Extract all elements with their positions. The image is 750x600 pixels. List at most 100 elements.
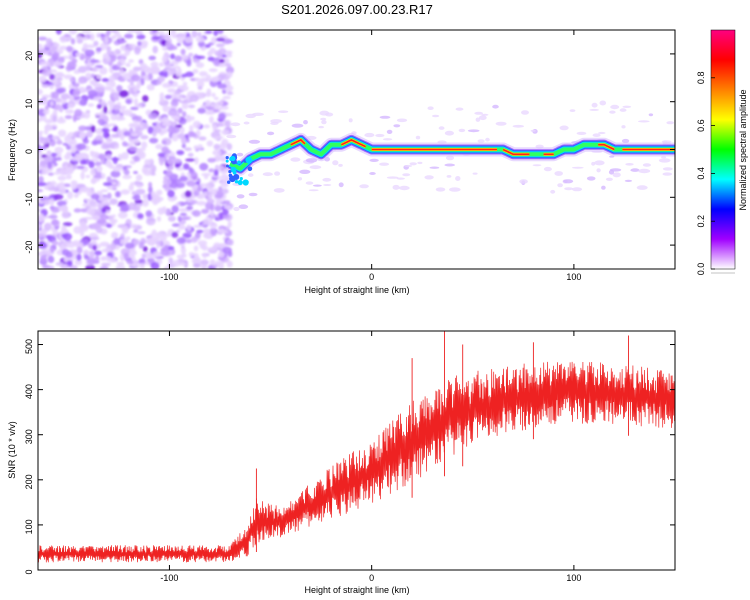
spectral-sparse-blob <box>312 184 322 187</box>
spectral-noise-blob <box>128 146 138 152</box>
spectral-sparse-blob <box>392 184 400 190</box>
spectral-noise-blob <box>181 136 187 145</box>
spectral-sparse-blob <box>252 112 264 117</box>
spectral-noise-blob <box>209 259 216 266</box>
spectral-sparse-blob <box>305 181 314 185</box>
spectral-noise-blob <box>185 71 194 78</box>
spectral-sparse-blob <box>636 185 648 190</box>
spectral-sparse-blob <box>648 113 654 117</box>
spectral-sparse-blob <box>338 163 343 167</box>
spectral-noise-blob <box>38 130 44 134</box>
spectral-noise-blob <box>171 115 181 120</box>
spectral-noise-blob <box>182 232 192 239</box>
spectral-noise-blob <box>171 205 179 214</box>
spectral-noise-blob <box>45 235 53 240</box>
spectral-noise-blob <box>175 229 180 233</box>
spectral-sparse-blob <box>321 119 327 125</box>
spectral-noise-blob <box>154 126 162 134</box>
spectral-sparse-blob <box>609 110 616 114</box>
spectral-sparse-blob <box>233 206 240 212</box>
spectral-noise-blob <box>99 67 108 75</box>
spectral-noise-blob <box>189 199 198 205</box>
spectral-sparse-blob <box>550 189 556 194</box>
spectral-noise-blob <box>65 109 74 114</box>
spectral-noise-blob <box>84 59 89 64</box>
spectral-noise-blob <box>147 126 154 134</box>
spectral-noise-blob <box>196 80 205 88</box>
spectral-noise-blob <box>120 189 130 195</box>
spectral-noise-blob <box>157 152 167 158</box>
spectral-noise-blob <box>53 104 61 111</box>
spectral-noise-blob <box>38 144 43 152</box>
spectrogram-y-ticks: 20 10 0 -10 -20 <box>24 51 675 254</box>
spectral-noise-blob <box>170 99 179 107</box>
spectral-noise-blob <box>101 248 111 253</box>
spectral-noise-blob <box>63 256 74 262</box>
spectral-noise-blob <box>158 157 165 166</box>
spectral-noise-blob <box>126 260 134 265</box>
spectral-noise-blob <box>42 69 52 77</box>
spectral-noise-blob <box>47 161 53 170</box>
spectral-noise-blob <box>130 74 141 82</box>
spectral-noise-blob <box>201 172 212 177</box>
spectral-noise-blob <box>152 45 158 54</box>
spectral-noise-blob <box>186 180 196 187</box>
spectral-noise-blob <box>217 83 227 89</box>
spectral-sparse-blob <box>382 138 393 141</box>
x-tick-label: -100 <box>160 573 178 583</box>
spectral-noise-blob <box>71 135 76 140</box>
spectral-noise-blob <box>200 182 205 189</box>
spectral-noise-blob <box>165 40 171 48</box>
spectral-noise-blob <box>122 141 128 147</box>
spectral-noise-blob <box>199 244 205 249</box>
ridge-onset-blob <box>237 179 243 186</box>
spectral-noise-blob <box>114 145 119 149</box>
spectral-noise-blob <box>49 100 55 107</box>
ridge-onset-blob <box>237 160 241 165</box>
spectral-noise-blob <box>53 193 64 200</box>
ridge-onset-blob <box>226 164 229 168</box>
spectral-sparse-blob <box>444 130 454 136</box>
spectral-noise-blob <box>179 175 188 182</box>
spectral-noise-blob <box>38 199 45 205</box>
spectral-noise-blob <box>213 96 219 100</box>
spectral-noise-blob <box>115 191 121 198</box>
spectral-noise-blob <box>222 95 231 100</box>
spectral-noise-blob <box>186 59 192 67</box>
spectral-sparse-blob <box>621 138 630 144</box>
spectral-noise-blob <box>95 127 104 135</box>
spectral-noise-blob <box>73 208 82 213</box>
spectral-noise-blob <box>219 105 229 110</box>
spectral-noise-blob <box>215 101 224 106</box>
spectral-noise-blob <box>136 183 144 187</box>
spectral-noise-blob <box>49 152 59 157</box>
spectral-sparse-blob <box>369 172 376 175</box>
spectral-noise-blob <box>38 151 44 155</box>
spectral-noise-blob <box>165 170 173 177</box>
spectral-noise-blob <box>155 240 162 246</box>
spectral-noise-blob <box>218 62 226 68</box>
spectral-sparse-blob <box>396 118 408 123</box>
y-tick-label: 500 <box>24 339 34 354</box>
x-tick-label: 0 <box>369 272 374 282</box>
spectral-noise-blob <box>99 266 109 269</box>
spectral-noise-blob <box>70 183 77 190</box>
spectral-noise-blob <box>107 100 114 105</box>
spectral-noise-blob <box>41 169 49 175</box>
spectral-noise-blob <box>128 184 134 191</box>
spectral-noise-blob <box>174 90 181 95</box>
spectral-sparse-blob <box>630 168 640 172</box>
spectral-noise-blob <box>108 164 115 170</box>
spectral-noise-blob <box>40 137 49 145</box>
spectral-noise-blob <box>221 129 230 136</box>
spectral-noise-blob <box>87 90 98 97</box>
spectral-sparse-blob <box>409 162 417 166</box>
spectral-noise-blob <box>175 182 186 189</box>
ridge-onset-blob <box>225 159 229 163</box>
spectral-noise-blob <box>198 136 207 141</box>
spectral-sparse-blob <box>417 161 423 165</box>
spectral-noise-blob <box>70 38 76 45</box>
colorbar-tick-label: 0.4 <box>696 167 706 180</box>
spectral-noise-blob <box>199 77 209 83</box>
spectral-noise-blob <box>79 221 87 228</box>
